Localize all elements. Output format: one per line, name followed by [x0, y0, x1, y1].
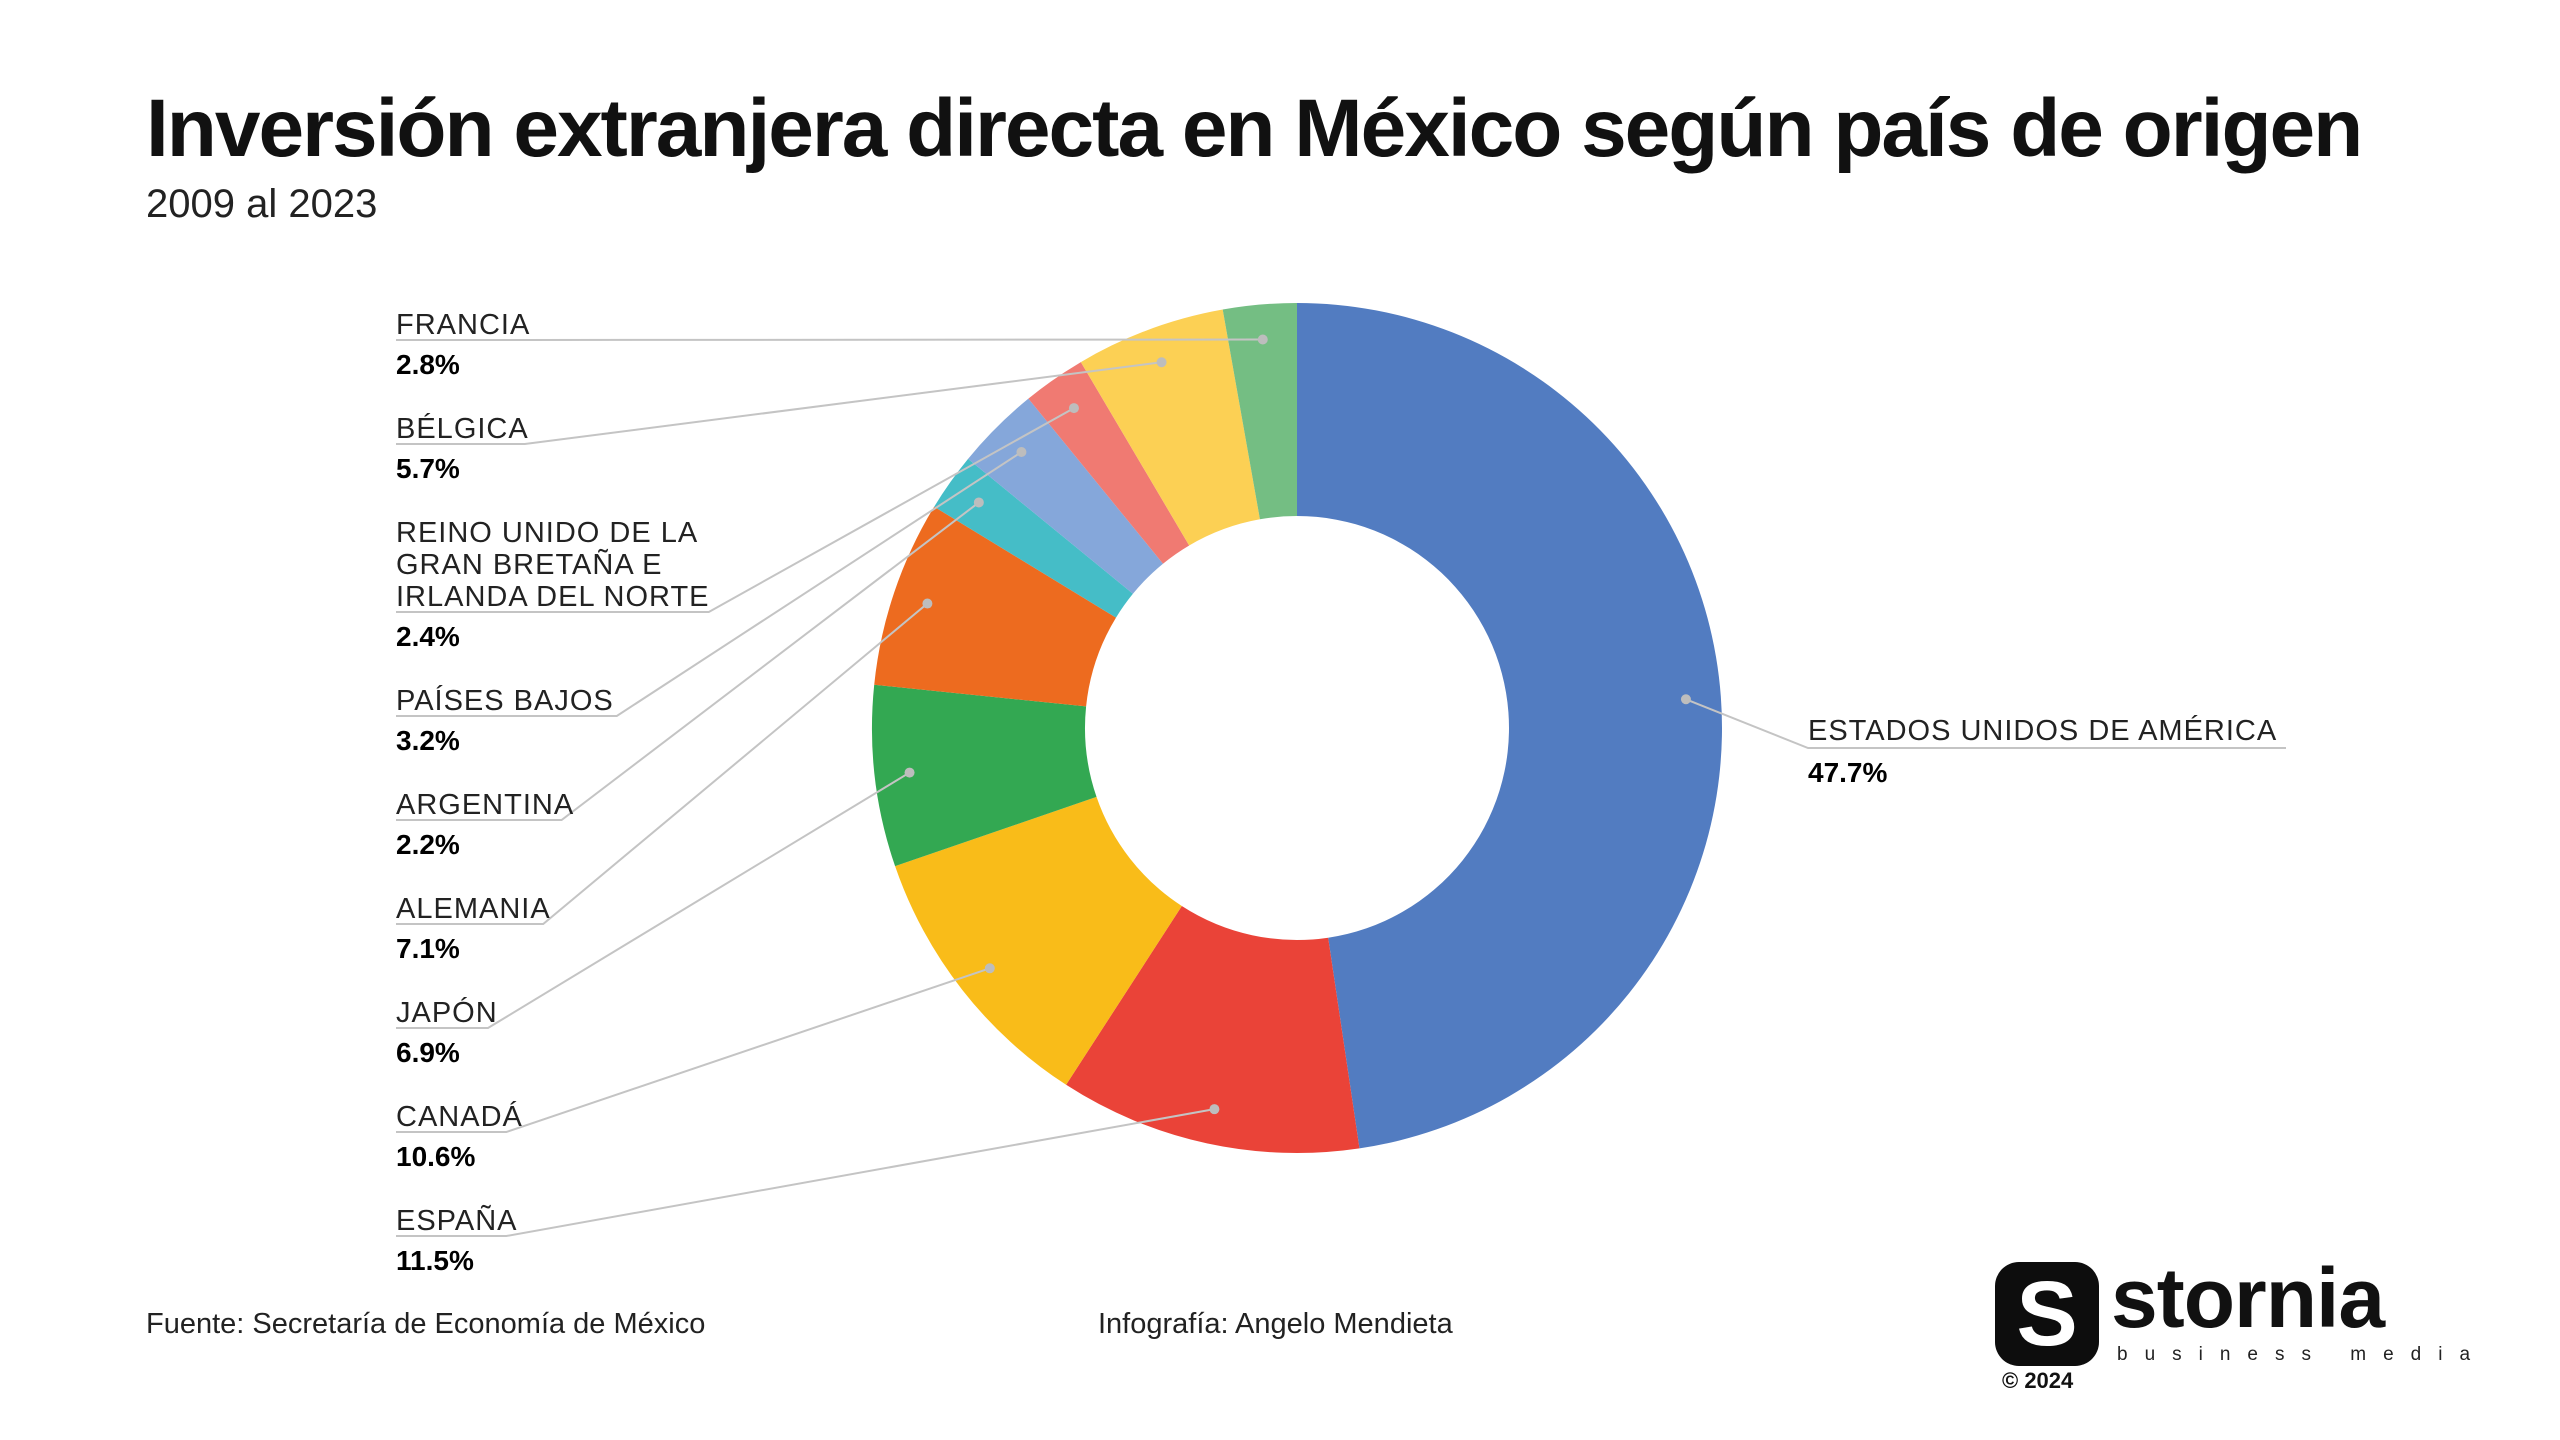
- leader-dot-canada: [984, 963, 995, 974]
- slice-francia: [1222, 303, 1297, 520]
- leader-dot-alemania: [922, 598, 933, 609]
- leader-dot-japon: [904, 767, 915, 778]
- value-alemania: 7.1%: [396, 933, 460, 964]
- leader-dot-paises-bajos: [1016, 447, 1027, 458]
- leader-dot-espana: [1209, 1104, 1220, 1115]
- leader-paises-bajos: [396, 451, 1022, 717]
- leader-espana: [396, 1108, 1215, 1237]
- leader-japon: [396, 771, 911, 1029]
- leader-estados-unidos-de-america: [1685, 698, 2286, 749]
- label-alemania: ALEMANIA: [396, 893, 551, 925]
- label-reino-unido-de-la-gran-bretana-e-irlanda-del-norte-line-1: REINO UNIDO DE LA: [396, 517, 698, 549]
- logo-tagline: business media: [2117, 1344, 2488, 1365]
- leader-dot-estados-unidos-de-america: [1680, 694, 1691, 705]
- value-reino-unido-de-la-gran-bretana-e-irlanda-del-norte: 2.4%: [396, 621, 460, 652]
- label-japon: JAPÓN: [396, 996, 498, 1029]
- label-espana: ESPAÑA: [396, 1203, 518, 1237]
- label-paises-bajos: PAÍSES BAJOS: [396, 684, 614, 717]
- slice-argentina: [934, 458, 1133, 618]
- label-canada: CANADÁ: [396, 1100, 523, 1133]
- leader-reino-unido-de-la-gran-bretana-e-irlanda-del-norte: [396, 407, 1075, 613]
- slice-reino-unido-de-la-gran-bretana-e-irlanda-del-norte: [1028, 362, 1190, 564]
- slice-belgica: [1080, 309, 1260, 546]
- leader-dot-reino-unido-de-la-gran-bretana-e-irlanda-del-norte: [1068, 403, 1079, 414]
- slice-labels: ESTADOS UNIDOS DE AMÉRICA 47.7% ESPAÑA 11.5…: [396, 309, 2277, 1276]
- chart-subtitle: 2009 al 2023: [146, 182, 378, 226]
- value-estados-unidos-de-america: 47.7%: [1808, 757, 1887, 788]
- donut-slices: [871, 303, 1723, 1153]
- logo-mark-glyph: S: [2016, 1263, 2078, 1365]
- leader-dot-argentina: [973, 497, 984, 508]
- label-belgica: BÉLGICA: [396, 412, 529, 445]
- leader-argentina: [396, 501, 980, 821]
- logo-wordmark: stornia: [2111, 1251, 2385, 1345]
- slice-paises-bajos: [968, 398, 1164, 594]
- leader-canada: [396, 967, 991, 1133]
- label-argentina: ARGENTINA: [396, 789, 574, 821]
- slice-japon: [871, 684, 1097, 867]
- leader-belgica: [396, 361, 1162, 445]
- leader-dot-belgica: [1156, 357, 1167, 368]
- slice-canada: [895, 796, 1182, 1085]
- logo-mark-icon: S: [1995, 1262, 2099, 1366]
- leader-dot-francia: [1257, 334, 1268, 345]
- value-argentina: 2.2%: [396, 829, 460, 860]
- label-francia: FRANCIA: [396, 309, 530, 341]
- slice-estados-unidos-de-america: [1297, 303, 1723, 1149]
- value-paises-bajos: 3.2%: [396, 725, 460, 756]
- label-reino-unido-de-la-gran-bretana-e-irlanda-del-norte-line-3: IRLANDA DEL NORTE: [396, 581, 710, 613]
- slice-espana: [1066, 905, 1360, 1153]
- infographic-credit: Infografía: Angelo Mendieta: [1098, 1308, 1453, 1340]
- label-estados-unidos-de-america: ESTADOS UNIDOS DE AMÉRICA: [1808, 714, 2277, 747]
- stornia-logo: S stornia business media: [1995, 1251, 2470, 1392]
- label-reino-unido-de-la-gran-bretana-e-irlanda-del-norte-line-2: GRAN BRETAÑA E: [396, 547, 662, 581]
- leader-alemania: [396, 602, 929, 925]
- value-canada: 10.6%: [396, 1141, 475, 1172]
- value-belgica: 5.7%: [396, 453, 460, 484]
- source-note: Fuente: Secretaría de Economía de México: [146, 1308, 706, 1340]
- leader-lines: [396, 334, 2286, 1237]
- slice-alemania: [874, 506, 1117, 707]
- chart-title: Inversión extranjera directa en México s…: [146, 83, 2363, 174]
- value-espana: 11.5%: [396, 1245, 474, 1276]
- value-japon: 6.9%: [396, 1037, 460, 1068]
- value-francia: 2.8%: [396, 349, 460, 380]
- copyright-notice: © 2024: [2002, 1368, 2074, 1393]
